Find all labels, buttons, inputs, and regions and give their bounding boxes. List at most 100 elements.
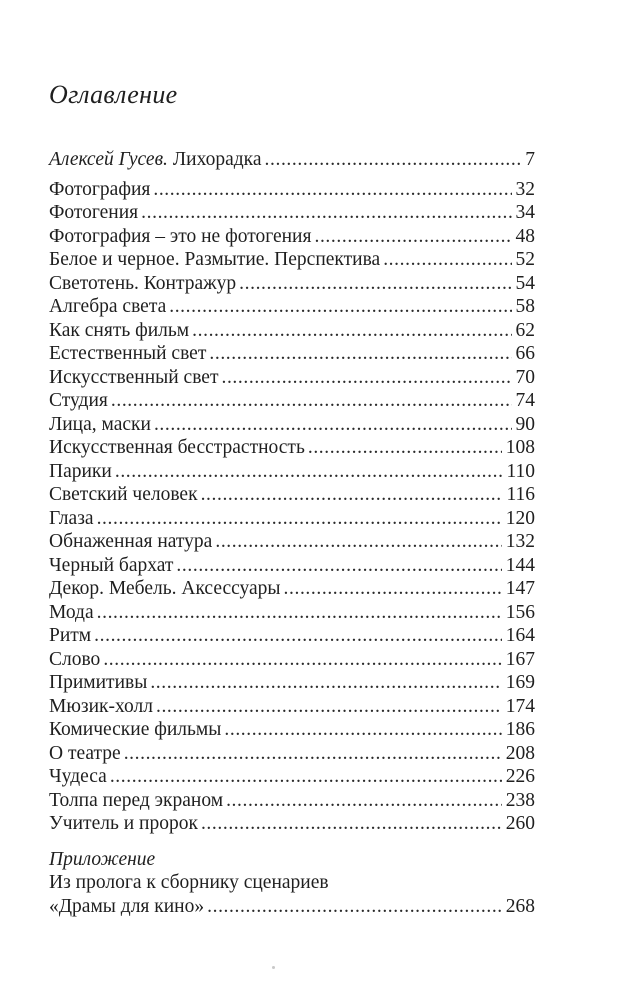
- toc-entry-row: Фотография 32: [49, 178, 535, 202]
- toc-entry-title: Декор. Мебель. Аксессуары: [49, 578, 281, 599]
- dot-leader: [141, 201, 511, 225]
- toc-entry-page: 226: [505, 766, 535, 787]
- toc-entry-row: Искусственная бесстрастность 108: [49, 436, 535, 460]
- toc-entry-row: Примитивы 169: [49, 671, 535, 695]
- toc-entry-row: Комические фильмы 186: [49, 718, 535, 742]
- toc-entry-row: Белое и черное. Размытие. Перспектива 52: [49, 248, 535, 272]
- toc-entry-title: Алгебра света: [49, 296, 167, 317]
- toc-entry-row: О театре 208: [49, 742, 535, 766]
- toc-entry-row: Лица, маски 90: [49, 413, 535, 437]
- toc-entry-page: 52: [515, 249, 536, 270]
- toc-entry-row: Как снять фильм 62: [49, 319, 535, 343]
- toc-entry-page: 116: [506, 484, 535, 505]
- toc-entry-title: Белое и черное. Размытие. Перспектива: [49, 249, 381, 270]
- toc-entry-page: 34: [515, 202, 536, 223]
- toc-entry-page: 62: [515, 319, 536, 341]
- dot-leader: [383, 248, 511, 272]
- dot-leader: [226, 789, 502, 813]
- dot-leader: [124, 742, 502, 766]
- toc-entry-title: Чудеса: [49, 766, 107, 787]
- toc-entry-title: Слово: [49, 648, 101, 670]
- dot-leader: [110, 765, 502, 789]
- toc-entry-page: 144: [505, 554, 535, 576]
- toc-entry-row: Естественный свет 66: [49, 342, 535, 366]
- toc-entry-page: 120: [505, 507, 535, 529]
- toc-entry-title: Глаза: [49, 507, 94, 529]
- toc-entry-page: 174: [505, 695, 535, 717]
- page-title: Оглавление: [49, 80, 178, 109]
- dot-leader: [221, 366, 511, 390]
- toc-entry-page: 7: [525, 149, 535, 170]
- appendix-entry-title: «Драмы для кино»: [49, 895, 205, 917]
- appendix-section: Приложение Из пролога к сборнику сценари…: [49, 848, 535, 919]
- toc-entry-page: 260: [505, 813, 535, 834]
- toc-entry-author: Алексей Гусев.: [49, 149, 168, 170]
- toc-entry-title: Черный бархат: [49, 554, 174, 576]
- dot-leader: [154, 413, 512, 437]
- toc-entry-row: Чудеса 226: [49, 765, 535, 789]
- toc-entry-row: Фотография – это не фотогения 48: [49, 225, 535, 249]
- toc-entry-row: Черный бархат 144: [49, 554, 535, 578]
- toc-entry-title: Как снять фильм: [49, 319, 190, 341]
- dot-leader: [265, 148, 522, 172]
- appendix-entry-row: «Драмы для кино» 268: [49, 895, 535, 919]
- toc-entry-row: Студия 74: [49, 389, 535, 413]
- toc-entry-page: 110: [506, 460, 535, 482]
- dot-leader: [215, 530, 501, 554]
- dot-leader: [209, 342, 511, 366]
- toc-entry-page: 147: [505, 578, 535, 599]
- dot-leader: [308, 436, 502, 460]
- dot-leader: [153, 178, 511, 202]
- toc-entry-row: Мода 156: [49, 601, 535, 625]
- dot-leader: [284, 577, 502, 601]
- toc-entry-row: Глаза 120: [49, 507, 535, 531]
- toc-entry-row: Толпа перед экраном 238: [49, 789, 535, 813]
- toc-entry-title: Светский человек: [49, 484, 198, 505]
- toc-entry-page: 48: [515, 225, 536, 247]
- toc-entry-row: Мюзик-холл 174: [49, 695, 535, 719]
- toc-entry-title: Ритм: [49, 625, 92, 646]
- dot-leader: [176, 554, 501, 578]
- toc-entry-row: Алгебра света 58: [49, 295, 535, 319]
- toc-entry-row: Парики 110: [49, 460, 535, 484]
- dot-leader: [192, 319, 511, 343]
- dot-leader: [97, 507, 502, 531]
- toc-entry-row: Слово 167: [49, 648, 535, 672]
- toc-entry-row: Светотень. Контражур 54: [49, 272, 535, 296]
- toc-entry-row: Искусственный свет 70: [49, 366, 535, 390]
- toc-entry-row: Алексей Гусев. Лихорадка 7: [49, 148, 535, 172]
- toc-entry-title: Толпа перед экраном: [49, 789, 224, 811]
- toc-entry-title: Мюзик-холл: [49, 695, 153, 717]
- toc-entry-page: 164: [505, 625, 535, 646]
- appendix-heading: Приложение: [49, 848, 156, 870]
- toc-entry-page: 132: [505, 531, 535, 552]
- appendix-entry-page: 268: [505, 895, 535, 917]
- dot-leader: [207, 895, 502, 919]
- toc-entry-page: 208: [505, 742, 535, 764]
- dot-leader: [150, 671, 501, 695]
- toc-entry-title: Светотень. Контражур: [49, 272, 237, 294]
- toc-entry-title: Парики: [49, 460, 112, 482]
- toc-entry-page: 66: [515, 343, 536, 364]
- toc-entry-page: 32: [515, 178, 536, 200]
- toc-entry-page: 167: [505, 648, 535, 670]
- toc-entry-page: 238: [505, 789, 535, 811]
- toc-entry-row: Светский человек 116: [49, 483, 535, 507]
- dot-leader: [201, 812, 502, 836]
- dot-leader: [115, 460, 503, 484]
- toc-entry-title: Фотогения: [49, 202, 139, 223]
- dot-leader: [97, 601, 502, 625]
- toc-entry-title: О театре: [49, 742, 121, 764]
- toc-entry-title: Фотография: [49, 178, 151, 200]
- toc-entry-title: Примитивы: [49, 672, 148, 693]
- toc-entry-page: 58: [515, 296, 536, 317]
- toc-entry-page: 54: [515, 272, 536, 294]
- dot-leader: [201, 483, 503, 507]
- toc-entry-page: 90: [515, 413, 536, 435]
- dot-leader: [103, 648, 501, 672]
- toc-entry-row: Ритм 164: [49, 624, 535, 648]
- dot-leader: [239, 272, 511, 296]
- toc-entry-title: Студия: [49, 390, 108, 411]
